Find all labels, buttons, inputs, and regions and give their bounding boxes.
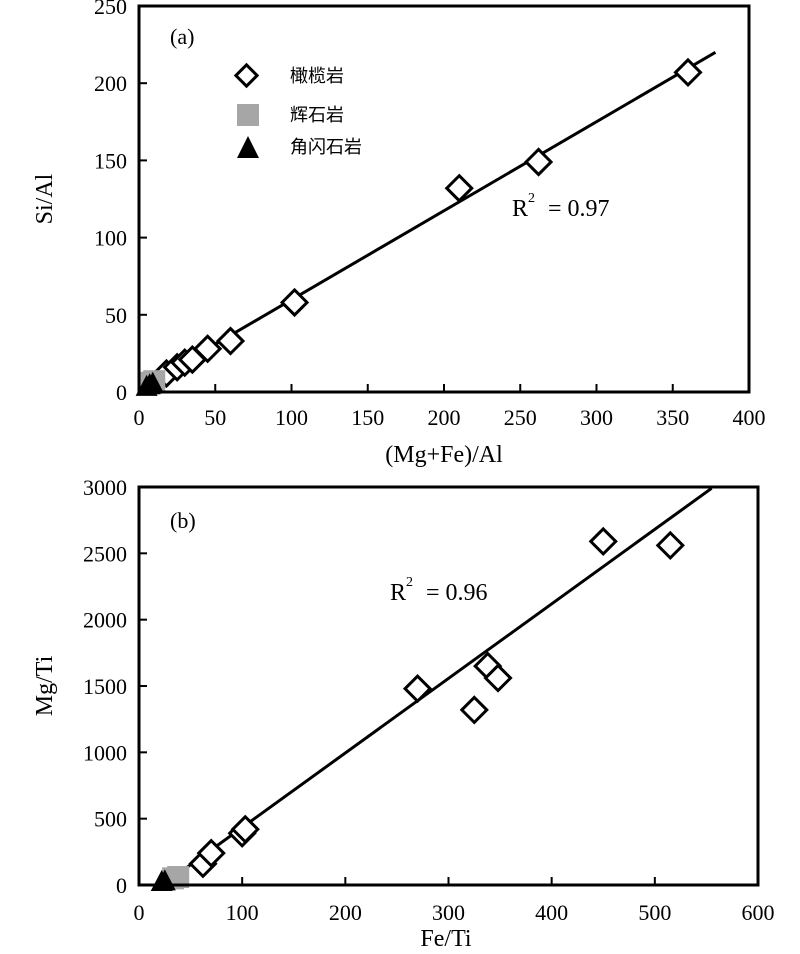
panel-a-r2-annotation: R 2 = 0.97 xyxy=(512,191,610,222)
panel-b-xtick-label: 200 xyxy=(329,900,362,925)
panel-b-point-peridotite xyxy=(588,526,618,557)
legend-square-icon xyxy=(237,104,259,126)
panel-b-fit-line xyxy=(169,487,713,881)
panel-b-point-peridotite xyxy=(459,695,489,725)
panel-a-point-hornblendite xyxy=(141,371,164,393)
panel-b-frame xyxy=(137,485,760,887)
panel-a-ytick-label: 150 xyxy=(94,148,127,173)
panel-b-point-peridotite xyxy=(196,838,226,868)
panel-a-xtick-label: 0 xyxy=(134,405,145,430)
panel-b-ytick-label: 2000 xyxy=(83,608,127,633)
legend: 橄榄岩 辉石岩 角闪石岩 xyxy=(233,62,362,158)
panel-a-ytick-label: 250 xyxy=(94,0,127,19)
panel-a-xtick-label: 350 xyxy=(656,405,689,430)
panel-b-points xyxy=(150,526,685,892)
legend-label-hornblendite: 角闪石岩 xyxy=(290,137,362,158)
panel-b-ytick-label: 2500 xyxy=(83,541,127,566)
legend-item-peridotite: 橄榄岩 xyxy=(233,62,344,89)
panel-b-xtick-label: 100 xyxy=(226,900,259,925)
panel-a-xtick-label: 150 xyxy=(351,405,384,430)
panel-a-xtick-label: 250 xyxy=(504,405,537,430)
panel-a-xtick-label: 50 xyxy=(204,405,226,430)
panel-a-point-peridotite xyxy=(673,57,703,88)
panel-b-ytick-label: 1000 xyxy=(83,740,127,765)
panel-a-ytick-label: 50 xyxy=(105,303,127,328)
panel-a-xtick-label: 100 xyxy=(275,405,308,430)
panel-b-ytick-label: 1500 xyxy=(83,674,127,699)
panel-a-r2-exponent: 2 xyxy=(528,191,535,206)
panel-a-xtick-label: 200 xyxy=(428,405,461,430)
panel-a-xtick-label: 400 xyxy=(733,405,766,430)
legend-label-pyroxenite: 辉石岩 xyxy=(290,105,344,126)
panel-b-label: (b) xyxy=(170,508,196,533)
panel-b-xtick-label: 500 xyxy=(638,900,671,925)
panel-a-xtick-label: 300 xyxy=(580,405,613,430)
panel-a-ytick-label: 100 xyxy=(94,226,127,251)
panel-a-axes: 0 50 100 150 200 250 300 350 400 0 50 100 150 200 250 xyxy=(94,0,766,430)
panel-b-point-peridotite xyxy=(230,814,260,844)
panel-b-r2-value: = 0.96 xyxy=(426,580,488,606)
panel-b-xtick-label: 300 xyxy=(432,900,465,925)
panel-b-r2-annotation: R 2 = 0.96 xyxy=(390,575,488,606)
panel-b-ytick-label: 0 xyxy=(116,873,127,898)
panel-a-ytick-label: 0 xyxy=(116,380,127,405)
panel-a-point-peridotite xyxy=(279,287,310,318)
chart-panel-a: 0 50 100 150 200 250 300 350 400050100150200250 … xyxy=(32,0,766,468)
panel-a-xlabel: (Mg+Fe)/Al xyxy=(385,442,503,468)
panel-b-r2-symbol: R xyxy=(390,580,406,606)
panel-a-fit-line xyxy=(145,51,717,386)
legend-item-pyroxenite: 辉石岩 xyxy=(237,104,344,126)
panel-a-ytick-label: 200 xyxy=(94,71,127,96)
panel-b-xlabel: Fe/Ti xyxy=(420,926,471,952)
panel-a-point-peridotite xyxy=(193,334,223,364)
panel-b-xtick-label: 400 xyxy=(535,900,568,925)
panel-b-xtick-label: 0 xyxy=(134,900,145,925)
panel-b-xtick-label: 600 xyxy=(742,900,775,925)
panel-a-ylabel: Si/Al xyxy=(32,173,58,224)
panel-a-r2-value: = 0.97 xyxy=(548,196,610,222)
panel-a-points xyxy=(135,57,703,396)
legend-label-peridotite: 橄榄岩 xyxy=(290,66,344,87)
legend-triangle-icon xyxy=(237,136,259,158)
panel-b-ylabel: Mg/Ti xyxy=(32,655,58,716)
panel-a-label: (a) xyxy=(170,24,194,49)
panel-a-point-peridotite xyxy=(523,147,554,177)
chart-panel-b: 0 100 200 300 400 500 600 0 500 1000 1500 2000 2500 3… xyxy=(32,475,775,952)
panel-b-point-peridotite xyxy=(402,674,433,704)
panel-b-point-peridotite xyxy=(483,663,513,693)
panel-a-frame xyxy=(137,4,751,394)
panel-b-r2-exponent: 2 xyxy=(406,575,413,590)
panel-b-ytick-label: 500 xyxy=(94,807,127,832)
panel-a-r2-symbol: R xyxy=(512,196,528,222)
legend-diamond-icon xyxy=(233,62,260,89)
panel-a-point-peridotite xyxy=(215,326,246,356)
panel-b-ytick-label: 3000 xyxy=(83,475,127,500)
panel-a-point-peridotite xyxy=(444,173,474,203)
legend-item-hornblendite: 角闪石岩 xyxy=(237,136,362,158)
panel-b-point-peridotite xyxy=(655,530,685,560)
panel-b-axes: 0 100 200 300 400 500 600 0 500 1000 1500 2000 2500 3… xyxy=(83,475,775,925)
panel-b-point-pyroxenite xyxy=(167,866,190,889)
